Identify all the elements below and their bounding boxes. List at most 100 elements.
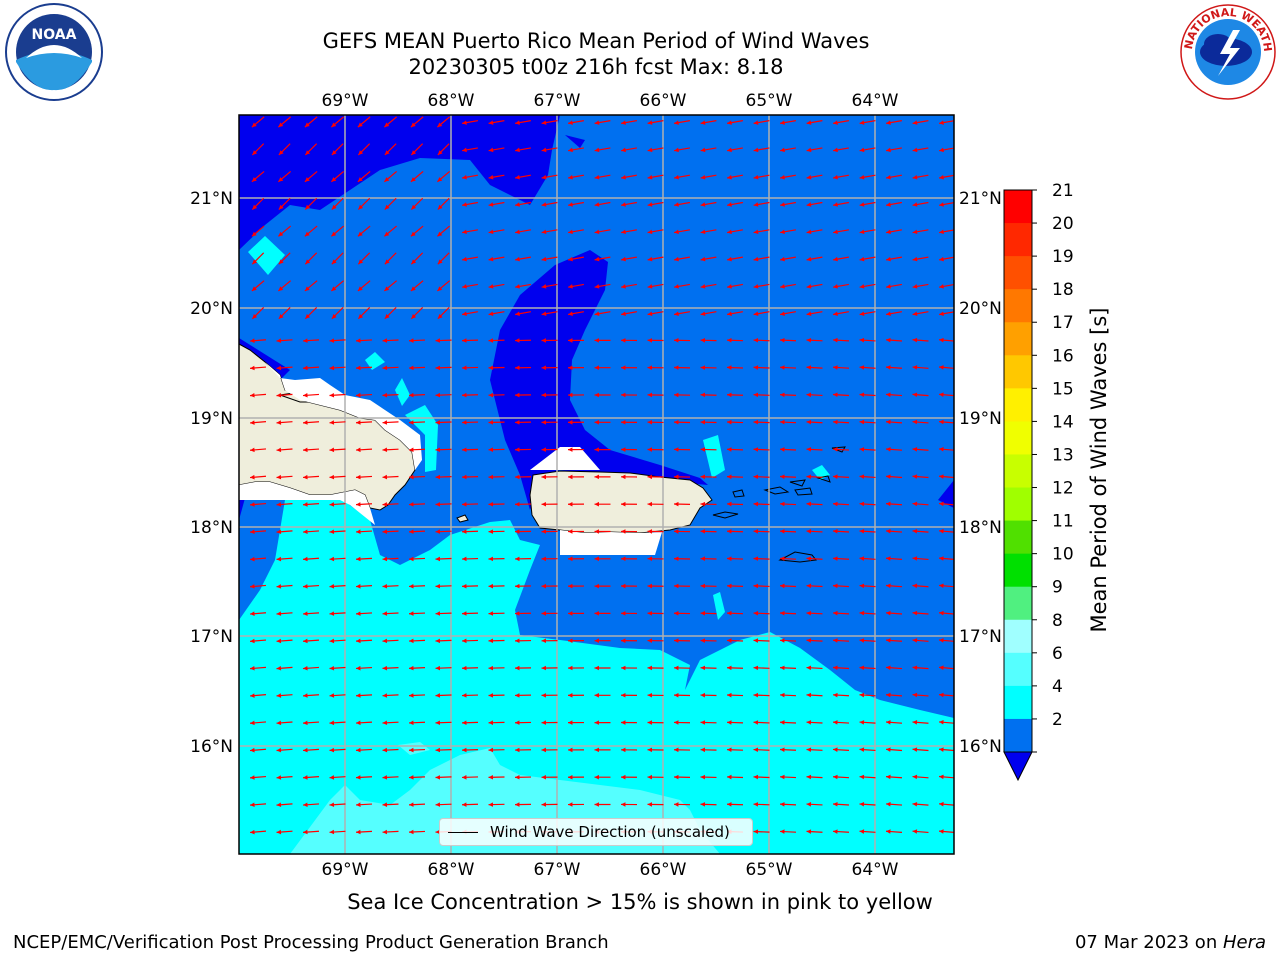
wind-wave-arrowhead [276, 693, 282, 698]
wind-wave-arrowhead [356, 502, 361, 507]
wave-period-below-2-north-small [565, 135, 585, 148]
lon-label: 69°W [322, 91, 369, 111]
wind-wave-arrowhead [409, 420, 414, 425]
wind-wave-arrowhead [700, 692, 706, 698]
colorbar-tick-label: 4 [1052, 677, 1063, 697]
wind-wave-arrowhead [278, 122, 284, 128]
noaa-logo: NOAA [5, 3, 103, 101]
wind-wave-arrowhead [437, 314, 443, 319]
wind-wave-arrowhead [276, 747, 282, 753]
wind-wave-arrowhead [462, 147, 467, 153]
wind-wave-arrowhead [753, 829, 759, 834]
wind-wave-arrowhead [594, 693, 599, 698]
wind-wave-arrowhead [674, 202, 679, 207]
wind-wave-arrowhead [780, 229, 785, 235]
wind-wave-arrowhead [939, 337, 944, 343]
wind-wave-arrowhead [462, 284, 467, 289]
wind-wave-arrowhead [621, 202, 626, 207]
wind-wave-arrowhead [753, 447, 759, 452]
wind-wave-arrowhead [437, 259, 443, 265]
wind-wave-arrowhead [621, 256, 626, 262]
wind-wave-arrowhead [303, 529, 308, 535]
wind-wave-arrowhead [621, 501, 626, 507]
wind-wave-arrowhead [806, 256, 812, 262]
wind-wave-arrowhead [568, 529, 573, 534]
wind-wave-arrowhead [568, 693, 573, 698]
wind-wave-arrowhead [939, 447, 944, 452]
wind-wave-arrowhead [780, 720, 785, 725]
legend-line-swatch [448, 832, 478, 833]
wind-wave-arrowhead [621, 229, 626, 235]
wind-wave-arrowhead [939, 365, 944, 370]
wind-wave-arrowhead [859, 774, 865, 780]
wind-wave-arrowhead [780, 774, 785, 780]
wind-wave-arrowhead [912, 447, 918, 452]
lon-label: 64°W [852, 91, 899, 111]
colorbar-segment [1004, 553, 1032, 588]
wind-wave-arrowhead [437, 177, 443, 182]
wind-wave-arrowhead [647, 692, 652, 698]
wind-wave-arrowhead [276, 529, 282, 535]
wind-wave-arrowhead [329, 584, 335, 589]
wind-wave-arrowhead [700, 474, 706, 480]
wind-wave-arrowhead [515, 284, 520, 289]
wind-wave-arrowhead [674, 447, 679, 452]
wind-wave-arrowhead [568, 638, 573, 643]
wind-wave-arrowhead [250, 720, 255, 726]
wind-wave-arrowhead [409, 556, 414, 562]
wind-wave-arrowhead [594, 120, 600, 125]
wind-wave-arrowhead [303, 365, 308, 371]
wind-wave-arrowhead [278, 231, 284, 237]
colorbar-tick-label: 14 [1052, 412, 1074, 432]
wind-wave-arrowhead [305, 259, 311, 265]
wind-wave-arrowhead [568, 365, 573, 370]
wind-wave-arrowhead [647, 311, 653, 316]
wave-period-4-6-east-2 [713, 592, 725, 620]
wind-wave-arrowhead [435, 474, 441, 480]
wind-wave-arrowhead [276, 584, 282, 589]
wind-wave-arrowhead [674, 392, 679, 398]
wind-wave-arrowhead [621, 747, 626, 753]
wind-wave-arrowhead [541, 556, 546, 562]
wind-wave-arrowhead [912, 638, 918, 643]
wind-wave-arrowhead [356, 775, 361, 780]
wind-wave-arrowhead [541, 611, 546, 616]
wind-wave-arrowhead [780, 556, 785, 561]
wind-wave-arrowhead [488, 583, 494, 589]
wind-wave-arrowhead [594, 611, 599, 616]
wind-wave-arrowhead [594, 420, 599, 425]
wind-wave-arrowhead [727, 419, 732, 425]
wind-wave-arrowhead [594, 556, 599, 562]
wind-wave-arrowhead [488, 120, 494, 125]
lon-label: 69°W [322, 860, 369, 880]
wind-wave-arrowhead [276, 447, 282, 453]
wind-wave-arrowhead [437, 150, 443, 155]
vieques-culebra [712, 489, 745, 519]
colorbar-segment [1004, 487, 1032, 522]
st-croix [778, 551, 817, 563]
wind-wave-arrowhead [727, 638, 732, 643]
wind-wave-arrowhead [488, 147, 494, 153]
wind-wave-arrowhead [435, 529, 441, 534]
wind-wave-arrowhead [806, 501, 812, 507]
wind-wave-arrowhead [700, 365, 706, 370]
wind-wave-arrowhead [462, 311, 467, 316]
wind-wave-arrowhead [435, 638, 441, 644]
wind-wave-arrowhead [886, 556, 891, 561]
svg-text:NOAA: NOAA [32, 27, 77, 43]
wind-wave-arrowhead [753, 638, 759, 643]
wind-wave-arrowhead [409, 829, 414, 835]
wind-wave-arrowhead [409, 638, 414, 644]
wind-wave-arrowhead [780, 202, 785, 207]
wind-wave-arrowhead [488, 338, 494, 343]
wind-wave-arrowhead [753, 174, 759, 180]
wind-wave-arrowhead [329, 638, 335, 644]
wind-wave-arrowhead [541, 284, 547, 289]
wind-wave-arrowhead [594, 747, 599, 753]
wind-wave-arrowhead [488, 720, 494, 725]
wind-wave-arrowhead [939, 857, 944, 862]
colorbar-tick-label: 10 [1052, 545, 1074, 565]
wind-wave-arrowhead [252, 259, 258, 265]
wind-wave-arrowhead [515, 857, 519, 862]
wind-wave-arrowhead [541, 229, 547, 235]
